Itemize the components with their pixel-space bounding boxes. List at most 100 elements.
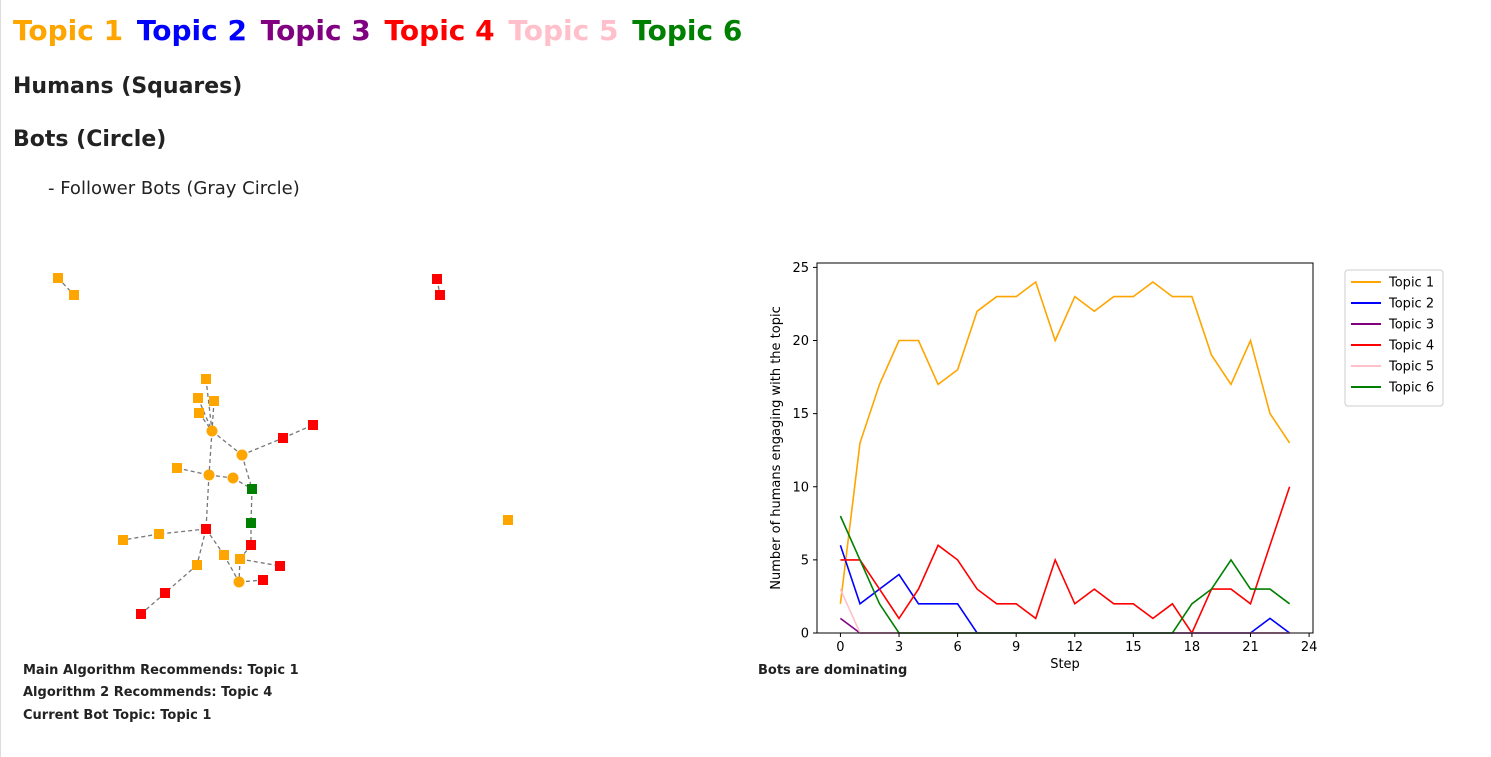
x-tick-label: 12 [1066, 640, 1083, 655]
algorithm-2-status: Algorithm 2 Recommends: Topic 4 [23, 685, 273, 700]
network-edge [196, 528, 207, 566]
network-edge [282, 424, 314, 439]
bots-heading: Bots (Circle) [13, 127, 167, 152]
series-line-topic-1 [839, 280, 1291, 604]
bot-node [227, 472, 239, 484]
legend-label-topic-1: Topic 1 [1388, 276, 1434, 291]
network-edges [57, 277, 441, 615]
human-node [258, 575, 268, 585]
y-tick-label: 20 [792, 334, 809, 349]
network-edge [197, 397, 213, 432]
bot-node [236, 449, 248, 461]
dominance-status: Bots are dominating [758, 663, 908, 678]
human-node [201, 374, 211, 384]
human-node [278, 433, 288, 443]
series-line-topic-4 [840, 486, 1291, 635]
human-node [193, 393, 203, 403]
human-node [246, 540, 256, 550]
human-node [246, 518, 256, 528]
y-tick-label: 10 [792, 480, 809, 495]
series-line-topic-5 [839, 588, 1290, 634]
network-edge [223, 554, 240, 583]
network-edge [122, 533, 160, 541]
x-tick-label: 3 [895, 640, 903, 655]
topic-1-label: Topic 1 [13, 14, 124, 47]
y-tick-label: 25 [792, 261, 809, 276]
topic-engagement-chart: 0 3 6 9 12 15 18 21 24 Step 0 5 10 15 20 25 Number of hu… [769, 261, 1444, 672]
y-tick-label: 0 [801, 627, 809, 642]
x-axis-label: Step [1050, 657, 1080, 672]
series-lines [839, 280, 1291, 635]
current-bot-topic-status: Current Bot Topic: Topic 1 [23, 708, 212, 723]
network-graph [53, 273, 513, 619]
x-axis: 0 3 6 9 12 15 18 21 24 [836, 633, 1317, 655]
x-tick-label: 21 [1242, 640, 1259, 655]
network-edge [205, 378, 213, 432]
series-line-topic-3 [839, 617, 1290, 634]
network-edge [250, 488, 253, 524]
left-border [0, 0, 1, 757]
legend-label-topic-5: Topic 5 [1388, 360, 1434, 375]
human-node [432, 274, 442, 284]
network-edge [208, 430, 213, 476]
network-edge [205, 474, 210, 530]
topic-color-legend: Topic 1 Topic 2 Topic 3 Topic 4 Topic 5 … [13, 14, 746, 47]
network-edge [241, 454, 253, 490]
network-edge [241, 437, 284, 456]
bot-node [203, 469, 215, 481]
network-edge [205, 528, 225, 556]
human-node [136, 609, 146, 619]
legend-label-topic-4: Topic 4 [1388, 339, 1434, 354]
human-node [192, 560, 202, 570]
human-node [154, 529, 164, 539]
human-node [69, 290, 79, 300]
topic-3-label: Topic 3 [260, 14, 371, 47]
human-node [209, 396, 219, 406]
human-node [194, 408, 204, 418]
follower-bots-note: - Follower Bots (Gray Circle) [48, 178, 300, 199]
network-edge [176, 467, 210, 476]
topic-2-label: Topic 2 [136, 14, 247, 47]
y-tick-label: 5 [801, 553, 809, 568]
human-node [201, 524, 211, 534]
y-axis: 0 5 10 15 20 25 [792, 261, 817, 642]
network-edge [164, 564, 198, 594]
network-edge [211, 400, 215, 432]
legend-label-topic-6: Topic 6 [1388, 381, 1434, 396]
human-node [219, 550, 229, 560]
human-node [53, 273, 63, 283]
human-node [235, 554, 245, 564]
main-algorithm-status: Main Algorithm Recommends: Topic 1 [23, 663, 299, 678]
human-node [247, 484, 257, 494]
humans-heading: Humans (Squares) [13, 74, 243, 99]
human-node [172, 463, 182, 473]
x-tick-label: 24 [1301, 640, 1318, 655]
bot-node [233, 576, 245, 588]
human-node [275, 561, 285, 571]
chart-legend: Topic 1 Topic 2 Topic 3 Topic 4 Topic 5 Topic… [1344, 269, 1444, 407]
y-tick-label: 15 [792, 407, 809, 422]
network-edge [211, 430, 243, 456]
plot-frame [816, 262, 1314, 634]
network-edge [158, 528, 207, 535]
legend-label-topic-3: Topic 3 [1388, 318, 1434, 333]
series-line-topic-6 [839, 515, 1291, 634]
legend-label-topic-2: Topic 2 [1388, 297, 1434, 312]
human-node [160, 588, 170, 598]
x-tick-label: 6 [953, 640, 961, 655]
x-tick-label: 9 [1012, 640, 1020, 655]
x-tick-label: 18 [1184, 640, 1201, 655]
x-tick-label: 15 [1125, 640, 1142, 655]
topic-6-label: Topic 6 [632, 14, 743, 47]
network-edge [140, 592, 166, 615]
human-node [118, 535, 128, 545]
network-edge [239, 558, 281, 567]
bot-node [206, 425, 218, 437]
topic-4-label: Topic 4 [384, 14, 495, 47]
human-node [503, 515, 513, 525]
human-node [435, 290, 445, 300]
y-axis-label: Number of humans engaging with the topic [769, 306, 784, 589]
human-node [308, 420, 318, 430]
x-tick-label: 0 [836, 640, 844, 655]
network-nodes [53, 273, 513, 619]
